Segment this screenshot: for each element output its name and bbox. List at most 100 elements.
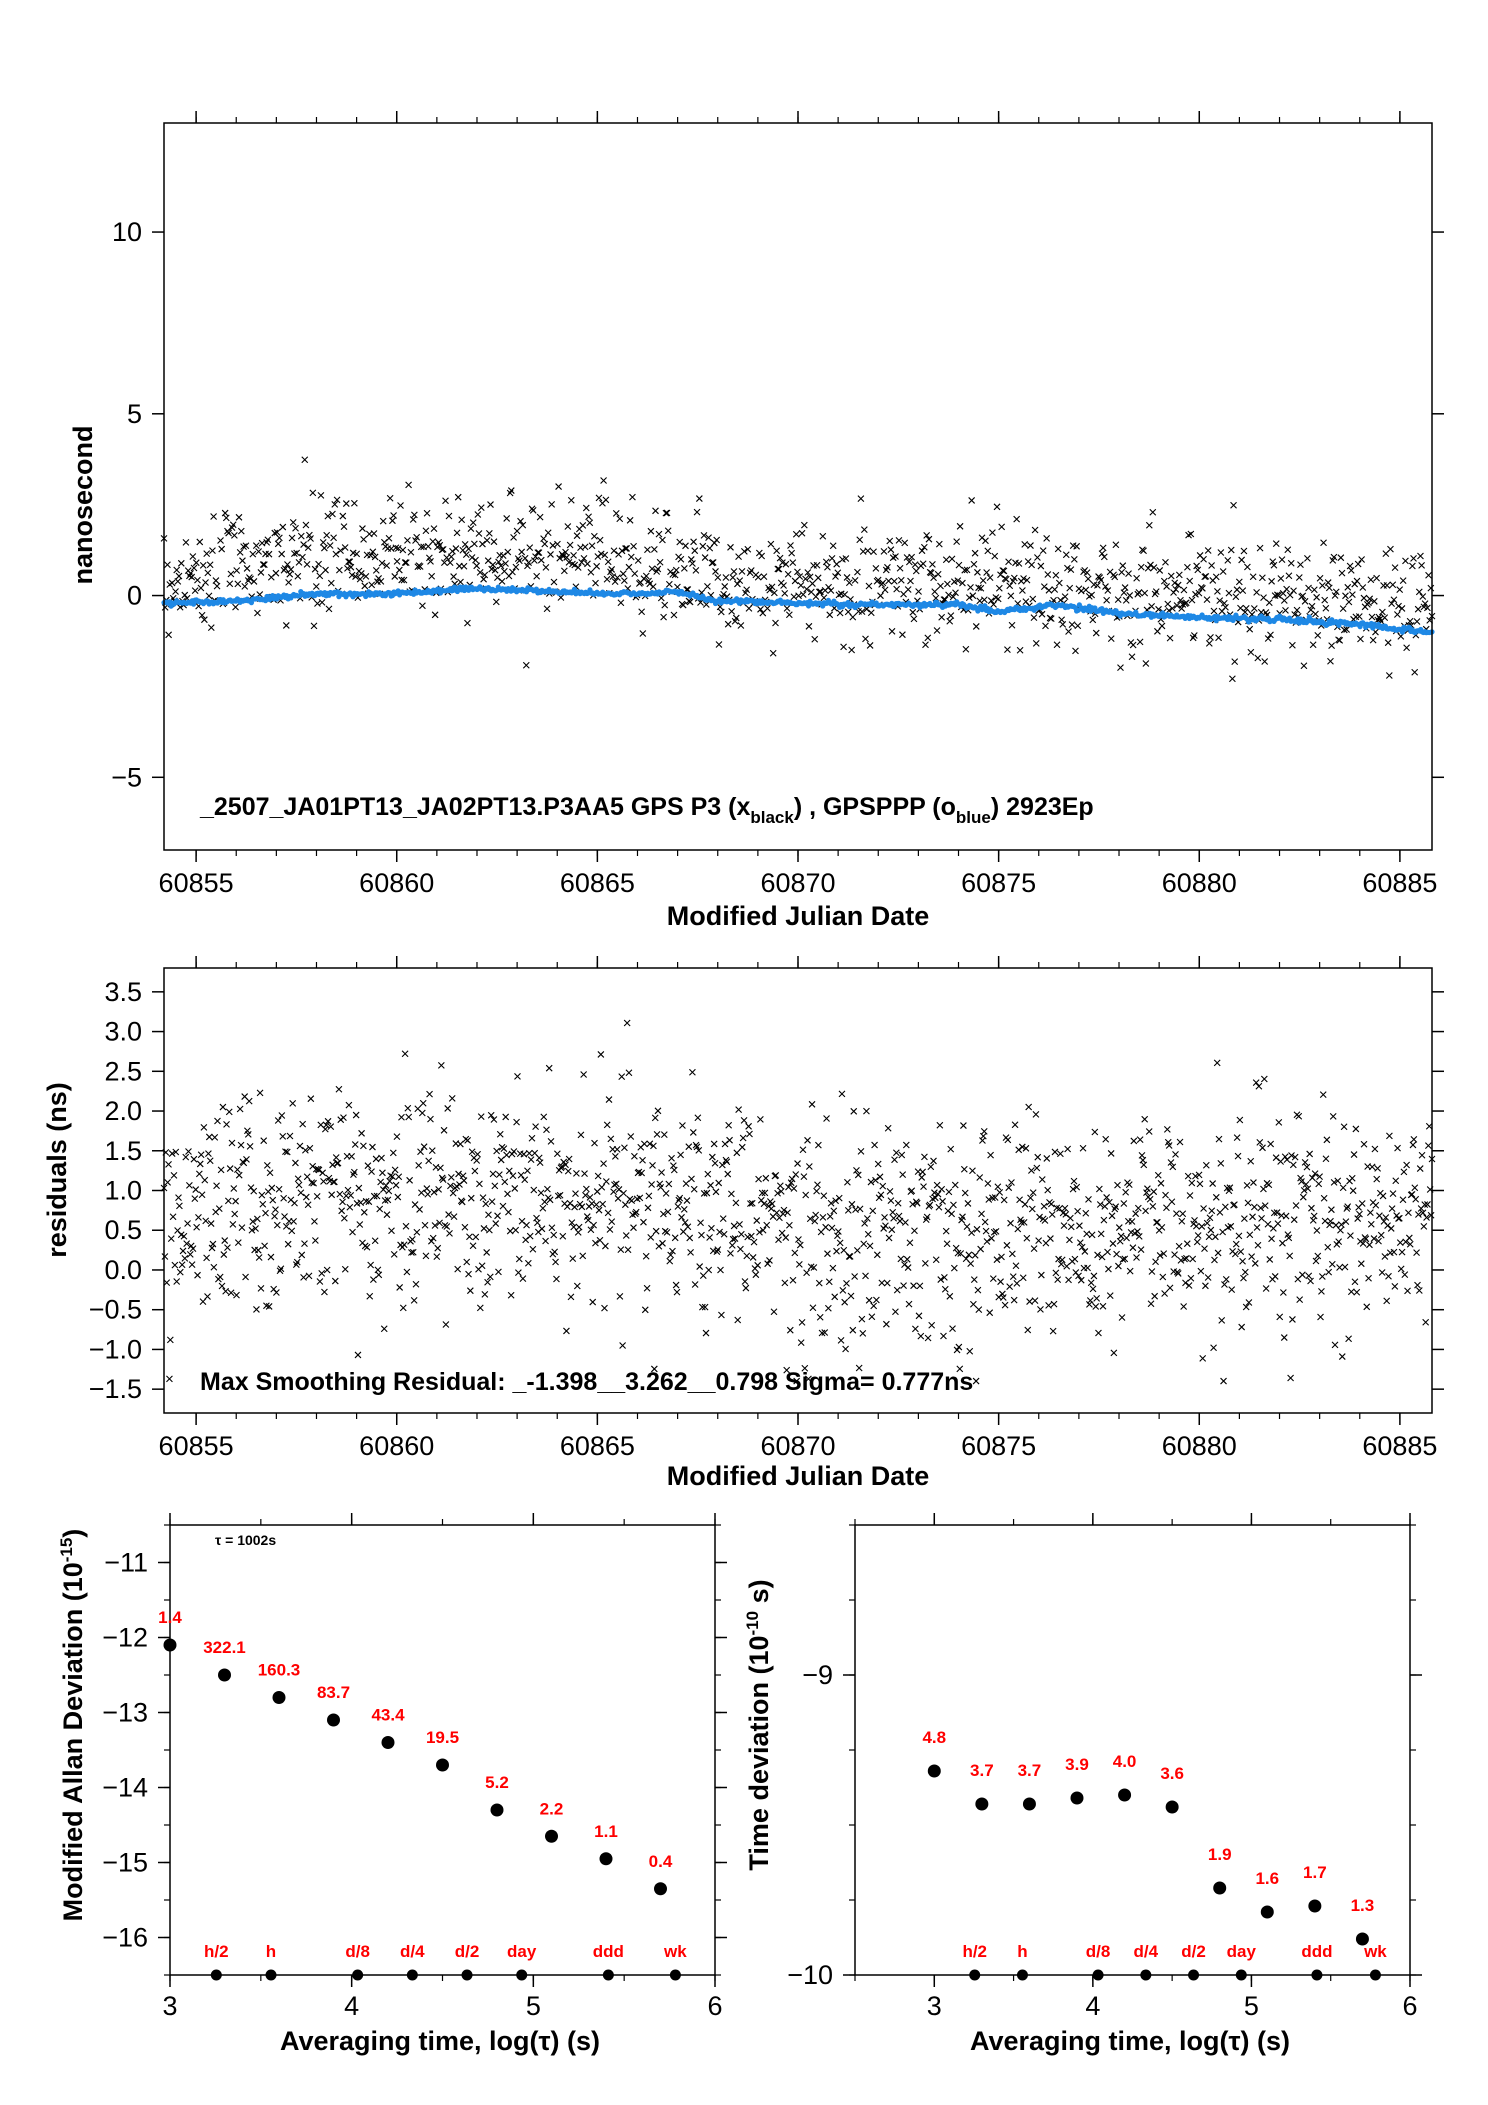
- residuals-point: [220, 1251, 228, 1258]
- residuals-point: [698, 1303, 706, 1311]
- residuals-point: [899, 1171, 907, 1179]
- top-title-main: _2507_JA01PT13_JA02PT13.P3AA5 GPS P3 (x: [199, 793, 750, 821]
- top-black-point: [315, 560, 322, 568]
- top-black-point: [445, 512, 453, 520]
- top-black-point: [1129, 641, 1137, 649]
- top-black-point: [272, 569, 280, 577]
- residuals-point: [1327, 1217, 1334, 1225]
- residuals-point: [648, 1181, 656, 1188]
- residuals-point: [1215, 1135, 1223, 1143]
- residuals-point: [267, 1253, 275, 1261]
- top-black-point: [965, 594, 973, 601]
- residuals-point: [181, 1254, 189, 1262]
- top-black-point: [1000, 567, 1008, 575]
- residuals-point: [1401, 1271, 1409, 1278]
- residuals-point: [1303, 1163, 1311, 1171]
- top-black-point: [1163, 583, 1171, 590]
- top-black-point: [1359, 584, 1367, 591]
- residuals-point: [1178, 1217, 1186, 1225]
- residuals-point: [790, 1185, 798, 1192]
- residuals-point: [797, 1339, 805, 1347]
- residuals-point: [1192, 1172, 1199, 1180]
- top-black-point: [333, 496, 341, 504]
- residuals-point: [940, 1274, 948, 1281]
- residuals-point: [831, 1293, 839, 1301]
- top-black-point: [1301, 597, 1309, 605]
- top-black-point: [946, 617, 954, 625]
- residuals-point: [756, 1228, 763, 1236]
- residuals-point: [723, 1158, 731, 1166]
- tdev-value-label: 3.7: [1018, 1761, 1042, 1780]
- top-black-point: [717, 608, 725, 616]
- top-black-point: [1410, 555, 1417, 562]
- residuals-point: [587, 1226, 595, 1234]
- residuals-point: [1032, 1110, 1040, 1118]
- residuals-point: [1342, 1218, 1350, 1226]
- top-black-point: [1126, 592, 1134, 599]
- residuals-point: [947, 1145, 955, 1153]
- residuals-point: [896, 1217, 904, 1225]
- residuals-point: [1142, 1207, 1149, 1215]
- top-black-point: [1166, 634, 1174, 642]
- top-black-point: [1125, 570, 1132, 578]
- residuals-point: [636, 1194, 644, 1202]
- residuals-point: [878, 1279, 886, 1287]
- mdev-point: [327, 1713, 340, 1727]
- residuals-point: [1275, 1118, 1283, 1126]
- top-black-point: [608, 566, 616, 573]
- residuals-point: [1198, 1223, 1206, 1230]
- top-black-point: [1032, 639, 1040, 647]
- residuals-point: [773, 1209, 781, 1217]
- top-black-point: [468, 554, 476, 561]
- residuals-point: [902, 1219, 909, 1226]
- residuals-point: [616, 1292, 624, 1300]
- residuals-point: [1177, 1256, 1185, 1264]
- residuals-point: [422, 1252, 430, 1260]
- top-black-point: [1427, 584, 1435, 592]
- residuals-point: [1184, 1172, 1192, 1180]
- residuals-point: [1104, 1248, 1111, 1256]
- residuals-point: [532, 1123, 539, 1130]
- top-black-point: [629, 493, 636, 501]
- residuals-point: [1133, 1254, 1140, 1261]
- residuals-point: [440, 1126, 448, 1134]
- top-black-point: [922, 641, 929, 649]
- top-black-point: [619, 570, 627, 578]
- residuals-point: [1359, 1240, 1367, 1247]
- top-black-point: [824, 563, 831, 571]
- residuals-point: [1106, 1292, 1114, 1300]
- top-black-point: [780, 582, 787, 589]
- residuals-point: [250, 1187, 258, 1195]
- residuals-point: [167, 1235, 175, 1243]
- mdev-ylabel: Modified Allan Deviation (10-15): [57, 1529, 88, 1922]
- top-black-point: [689, 560, 696, 567]
- residuals-point: [667, 1251, 675, 1259]
- residuals-point: [1195, 1171, 1203, 1179]
- residuals-point: [1024, 1326, 1032, 1334]
- residuals-point: [835, 1194, 843, 1202]
- residuals-point: [365, 1198, 373, 1206]
- top-black-point: [1207, 633, 1214, 641]
- residuals-point: [1395, 1214, 1403, 1222]
- residuals-point: [172, 1148, 180, 1156]
- residuals-point: [323, 1266, 331, 1274]
- top-black-point: [260, 561, 268, 569]
- residuals-point: [725, 1121, 733, 1129]
- top-black-point: [1289, 641, 1296, 649]
- top-black-point: [1304, 554, 1311, 562]
- residuals-point: [776, 1182, 784, 1190]
- top-black-point: [1179, 601, 1187, 608]
- residuals-point: [1122, 1188, 1130, 1196]
- residuals-point: [252, 1225, 259, 1232]
- residuals-point: [1419, 1209, 1427, 1217]
- residuals-axes: 60855 60860 60865 60870 60875 60880 60885−1.5−…: [89, 956, 1444, 1461]
- residuals-point: [467, 1194, 475, 1202]
- top-black-point: [1242, 604, 1250, 612]
- residuals-point: [746, 1130, 753, 1138]
- residuals-ytick-label: 1.0: [104, 1176, 142, 1206]
- residuals-point: [946, 1292, 954, 1300]
- residuals-point: [863, 1215, 871, 1222]
- residuals-point: [697, 1219, 704, 1227]
- top-black-point: [240, 543, 247, 550]
- residuals-point: [521, 1176, 529, 1184]
